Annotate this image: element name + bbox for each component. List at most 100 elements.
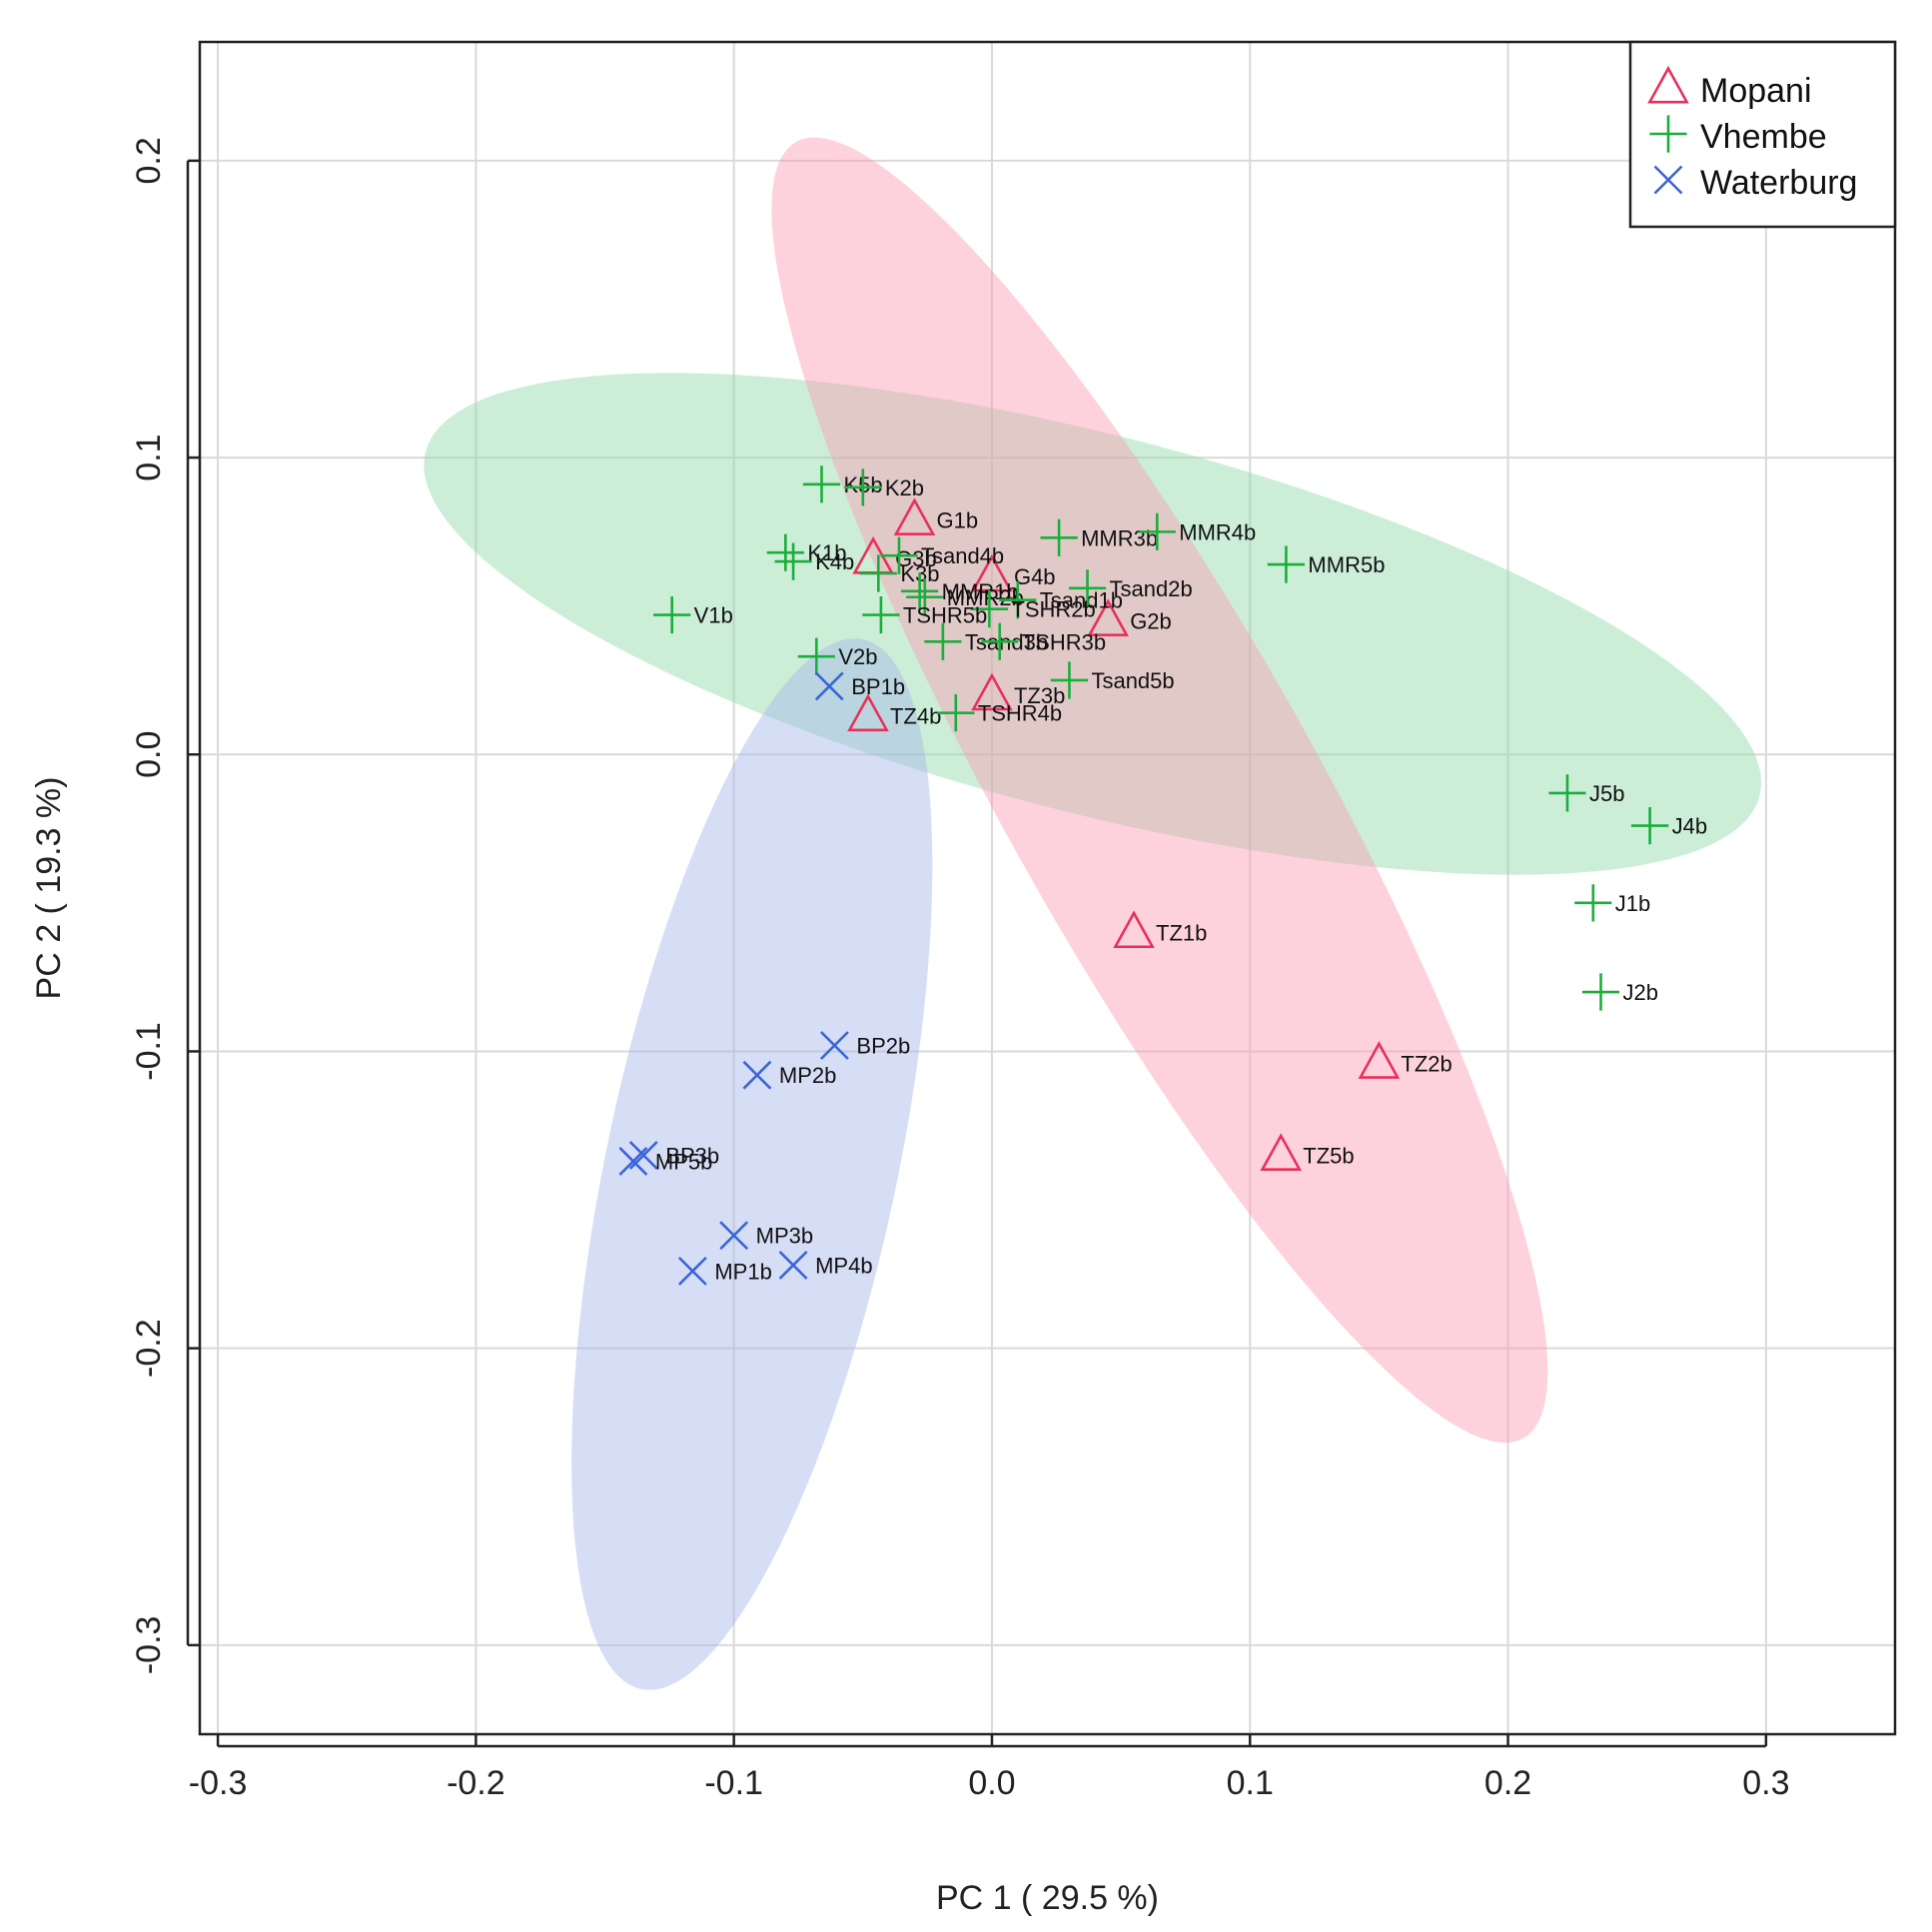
y-tick-label: 0.1 — [130, 434, 168, 481]
point-tz5b — [1260, 1133, 1303, 1171]
point-label-tz4b: TZ4b — [890, 704, 941, 729]
legend-marker-plus-icon — [1649, 115, 1687, 153]
y-tick-label: 0.2 — [130, 137, 168, 184]
point-label-tsand5b: Tsand5b — [1091, 668, 1174, 693]
point-label-mmr5b: MMR5b — [1308, 552, 1385, 577]
point-bp1b — [814, 671, 844, 701]
point-tshr5b — [862, 595, 900, 634]
x-tick-label: 0.2 — [1484, 1764, 1531, 1802]
point-label-v1b: V1b — [694, 603, 733, 628]
point-j1b — [1574, 884, 1612, 922]
point-label-j4b: J4b — [1672, 814, 1707, 839]
point-label-v2b: V2b — [838, 644, 877, 669]
x-tick-label: -0.2 — [447, 1764, 505, 1802]
ellipse-mopani — [771, 137, 1548, 1444]
point-mmr4b — [1138, 512, 1176, 550]
x-tick-label: -0.3 — [189, 1764, 248, 1802]
point-label-g1b: G1b — [936, 507, 978, 532]
ellipse-waterburg — [571, 638, 933, 1690]
point-label-mmr3b: MMR3b — [1081, 525, 1158, 550]
plot-frame — [198, 40, 1897, 1736]
point-g4b — [971, 553, 1013, 592]
point-tsand4b — [880, 536, 918, 574]
point-label-tshr2b: TSHR2b — [1011, 597, 1095, 622]
point-label-bp2b: BP2b — [856, 1034, 910, 1059]
point-label-bp1b: BP1b — [851, 674, 905, 699]
y-tick-label: -0.3 — [130, 1616, 168, 1675]
legend: Mopani Vhembe Waterburg — [1628, 40, 1897, 229]
legend-entry-vhembe: Vhembe — [1649, 115, 1827, 156]
point-tsand1b — [999, 581, 1037, 619]
point-label-tsand1b: Tsand1b — [1040, 588, 1123, 613]
point-label-g3b: G3b — [895, 546, 937, 571]
x-tick-label: -0.1 — [704, 1764, 763, 1802]
point-tshr4b — [937, 694, 975, 732]
point-label-bp3b: BP3b — [665, 1143, 719, 1168]
legend-entry-waterburg: Waterburg — [1653, 164, 1857, 202]
point-label-g2b: G2b — [1130, 609, 1172, 634]
point-j5b — [1548, 774, 1586, 812]
point-k1b — [766, 533, 804, 571]
x-tick-label: 0.0 — [968, 1764, 1015, 1802]
x-tick-label: 0.3 — [1742, 1764, 1789, 1802]
x-axis-title: PC 1 ( 29.5 %) — [936, 1879, 1159, 1917]
point-tz1b — [1113, 910, 1155, 949]
point-label-mmr4b: MMR4b — [1179, 519, 1256, 544]
point-k4b — [774, 542, 812, 580]
grid-lines — [200, 42, 1895, 1734]
point-mp5b — [618, 1147, 648, 1176]
x-tick-label: 0.1 — [1227, 1764, 1274, 1802]
point-j4b — [1631, 806, 1669, 845]
legend-marker-cross-icon — [1653, 165, 1683, 195]
legend-label-waterburg: Waterburg — [1700, 164, 1857, 202]
point-g2b — [1087, 598, 1130, 637]
point-label-tshr4b: TSHR4b — [978, 701, 1062, 726]
point-label-mp4b: MP4b — [815, 1253, 872, 1278]
point-tshr3b — [981, 622, 1019, 660]
point-label-j5b: J5b — [1589, 781, 1624, 806]
point-label-g4b: G4b — [1014, 564, 1056, 589]
point-label-tz5b: TZ5b — [1303, 1143, 1354, 1168]
y-tick-label: 0.0 — [130, 731, 168, 778]
point-mmr2b — [906, 578, 944, 616]
point-label-tz1b: TZ1b — [1156, 921, 1207, 946]
point-mmr3b — [1040, 518, 1078, 556]
point-label-j2b: J2b — [1623, 980, 1658, 1005]
legend-marker-triangle-icon — [1647, 65, 1689, 104]
point-label-tshr3b: TSHR3b — [1022, 629, 1106, 654]
point-label-tshr5b: TSHR5b — [903, 603, 987, 628]
y-axis-title: PC 2 ( 19.3 %) — [30, 777, 68, 1000]
point-k2b — [844, 469, 882, 506]
legend-entry-mopani: Mopani — [1647, 65, 1812, 110]
point-k3b — [859, 554, 897, 592]
point-label-j1b: J1b — [1615, 891, 1650, 916]
point-tz4b — [847, 693, 889, 732]
ellipse-vhembe — [424, 373, 1762, 875]
point-label-mmr2b: MMR2b — [947, 585, 1024, 610]
point-tz3b — [971, 672, 1013, 711]
point-v1b — [653, 595, 691, 634]
point-mmr5b — [1267, 545, 1306, 583]
y-tick-label: -0.2 — [130, 1319, 168, 1378]
confidence-ellipses — [424, 137, 1762, 1690]
point-label-k1b: K1b — [807, 540, 846, 565]
point-label-k2b: K2b — [885, 476, 924, 500]
point-label-mp2b: MP2b — [779, 1063, 836, 1088]
legend-label-mopani: Mopani — [1700, 72, 1812, 110]
point-label-tz3b: TZ3b — [1014, 683, 1065, 708]
point-label-tsand2b: Tsand2b — [1110, 576, 1193, 601]
legend-label-vhembe: Vhembe — [1700, 118, 1827, 156]
point-label-tz2b: TZ2b — [1401, 1051, 1451, 1076]
point-bp2b — [819, 1031, 849, 1060]
point-mp1b — [677, 1256, 707, 1286]
axis-ticks: -0.3 -0.2 -0.1 0.0 0.1 0.2 0.3 -0.3 -0.2 -0.1 0.0 0… — [130, 137, 1789, 1802]
point-tsand5b — [1050, 661, 1089, 699]
point-label-tsand4b: Tsand4b — [921, 543, 1004, 568]
point-g1b — [893, 497, 936, 535]
point-label-mp5b: MP5b — [655, 1149, 712, 1174]
point-k5b — [802, 466, 841, 503]
point-mp4b — [778, 1251, 808, 1280]
